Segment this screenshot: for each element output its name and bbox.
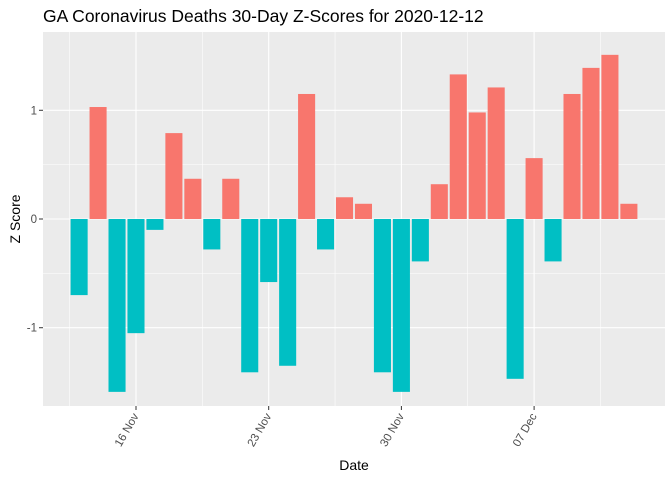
bars	[70, 54, 638, 392]
bar	[525, 158, 543, 219]
y-tick-label: 0	[31, 214, 37, 226]
bar	[203, 219, 221, 250]
bar	[298, 93, 316, 219]
bar	[449, 74, 467, 220]
y-tick-label: -1	[27, 323, 37, 335]
bar	[335, 197, 354, 219]
x-tick-label: 23 Nov	[246, 411, 275, 449]
x-axis-title: Date	[339, 457, 369, 473]
bar	[241, 219, 259, 373]
y-tick-label: 1	[31, 105, 37, 117]
bar	[468, 112, 486, 219]
bar	[544, 219, 562, 262]
y-axis-title: Z Score	[7, 194, 23, 243]
bar	[411, 219, 429, 262]
bar	[89, 107, 107, 219]
bar	[354, 203, 373, 219]
bar	[108, 219, 126, 392]
bar	[70, 219, 88, 296]
bar	[279, 219, 297, 366]
bar	[620, 203, 638, 219]
bar	[165, 133, 183, 219]
bar	[373, 219, 391, 373]
bar	[487, 87, 505, 219]
bar	[127, 219, 145, 334]
x-tick-label: 07 Dec	[511, 411, 540, 449]
chart-title: GA Coronavirus Deaths 30-Day Z-Scores fo…	[43, 6, 484, 26]
bar	[392, 219, 410, 392]
bar	[582, 67, 600, 220]
x-tick-label: 16 Nov	[113, 411, 142, 449]
bar	[260, 219, 278, 283]
bar	[146, 219, 164, 230]
bar	[506, 219, 524, 379]
x-tick-label: 30 Nov	[378, 411, 407, 449]
bar	[317, 219, 335, 250]
bar	[601, 54, 619, 220]
bar	[430, 184, 448, 219]
bar	[563, 93, 581, 219]
bar	[184, 178, 202, 219]
bar	[222, 178, 240, 219]
